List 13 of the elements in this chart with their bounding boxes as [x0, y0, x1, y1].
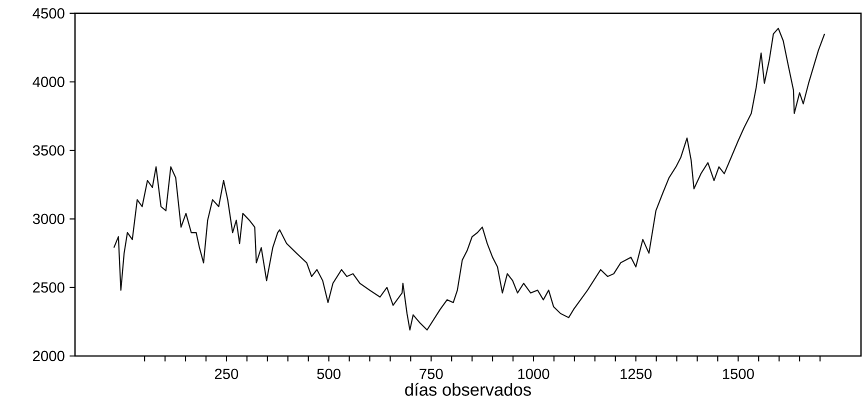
x-axis-title: días observados: [405, 382, 531, 396]
y-tick-label: 2500: [33, 282, 64, 293]
y-tick-label: 2000: [33, 350, 64, 362]
y-tick-label: 4000: [32, 76, 64, 88]
x-tick-label: 1500: [722, 368, 754, 380]
y-tick-label: 3500: [32, 145, 64, 156]
x-tick-label: 1000: [518, 368, 550, 380]
x-tick-label: 750: [420, 368, 443, 380]
x-tick-label: 1250: [620, 368, 652, 380]
y-tick-label: 4500: [32, 8, 64, 19]
x-tick-label: 500: [317, 368, 340, 380]
x-tick-label: 250: [214, 368, 238, 380]
y-tick-label: 3000: [32, 214, 64, 224]
